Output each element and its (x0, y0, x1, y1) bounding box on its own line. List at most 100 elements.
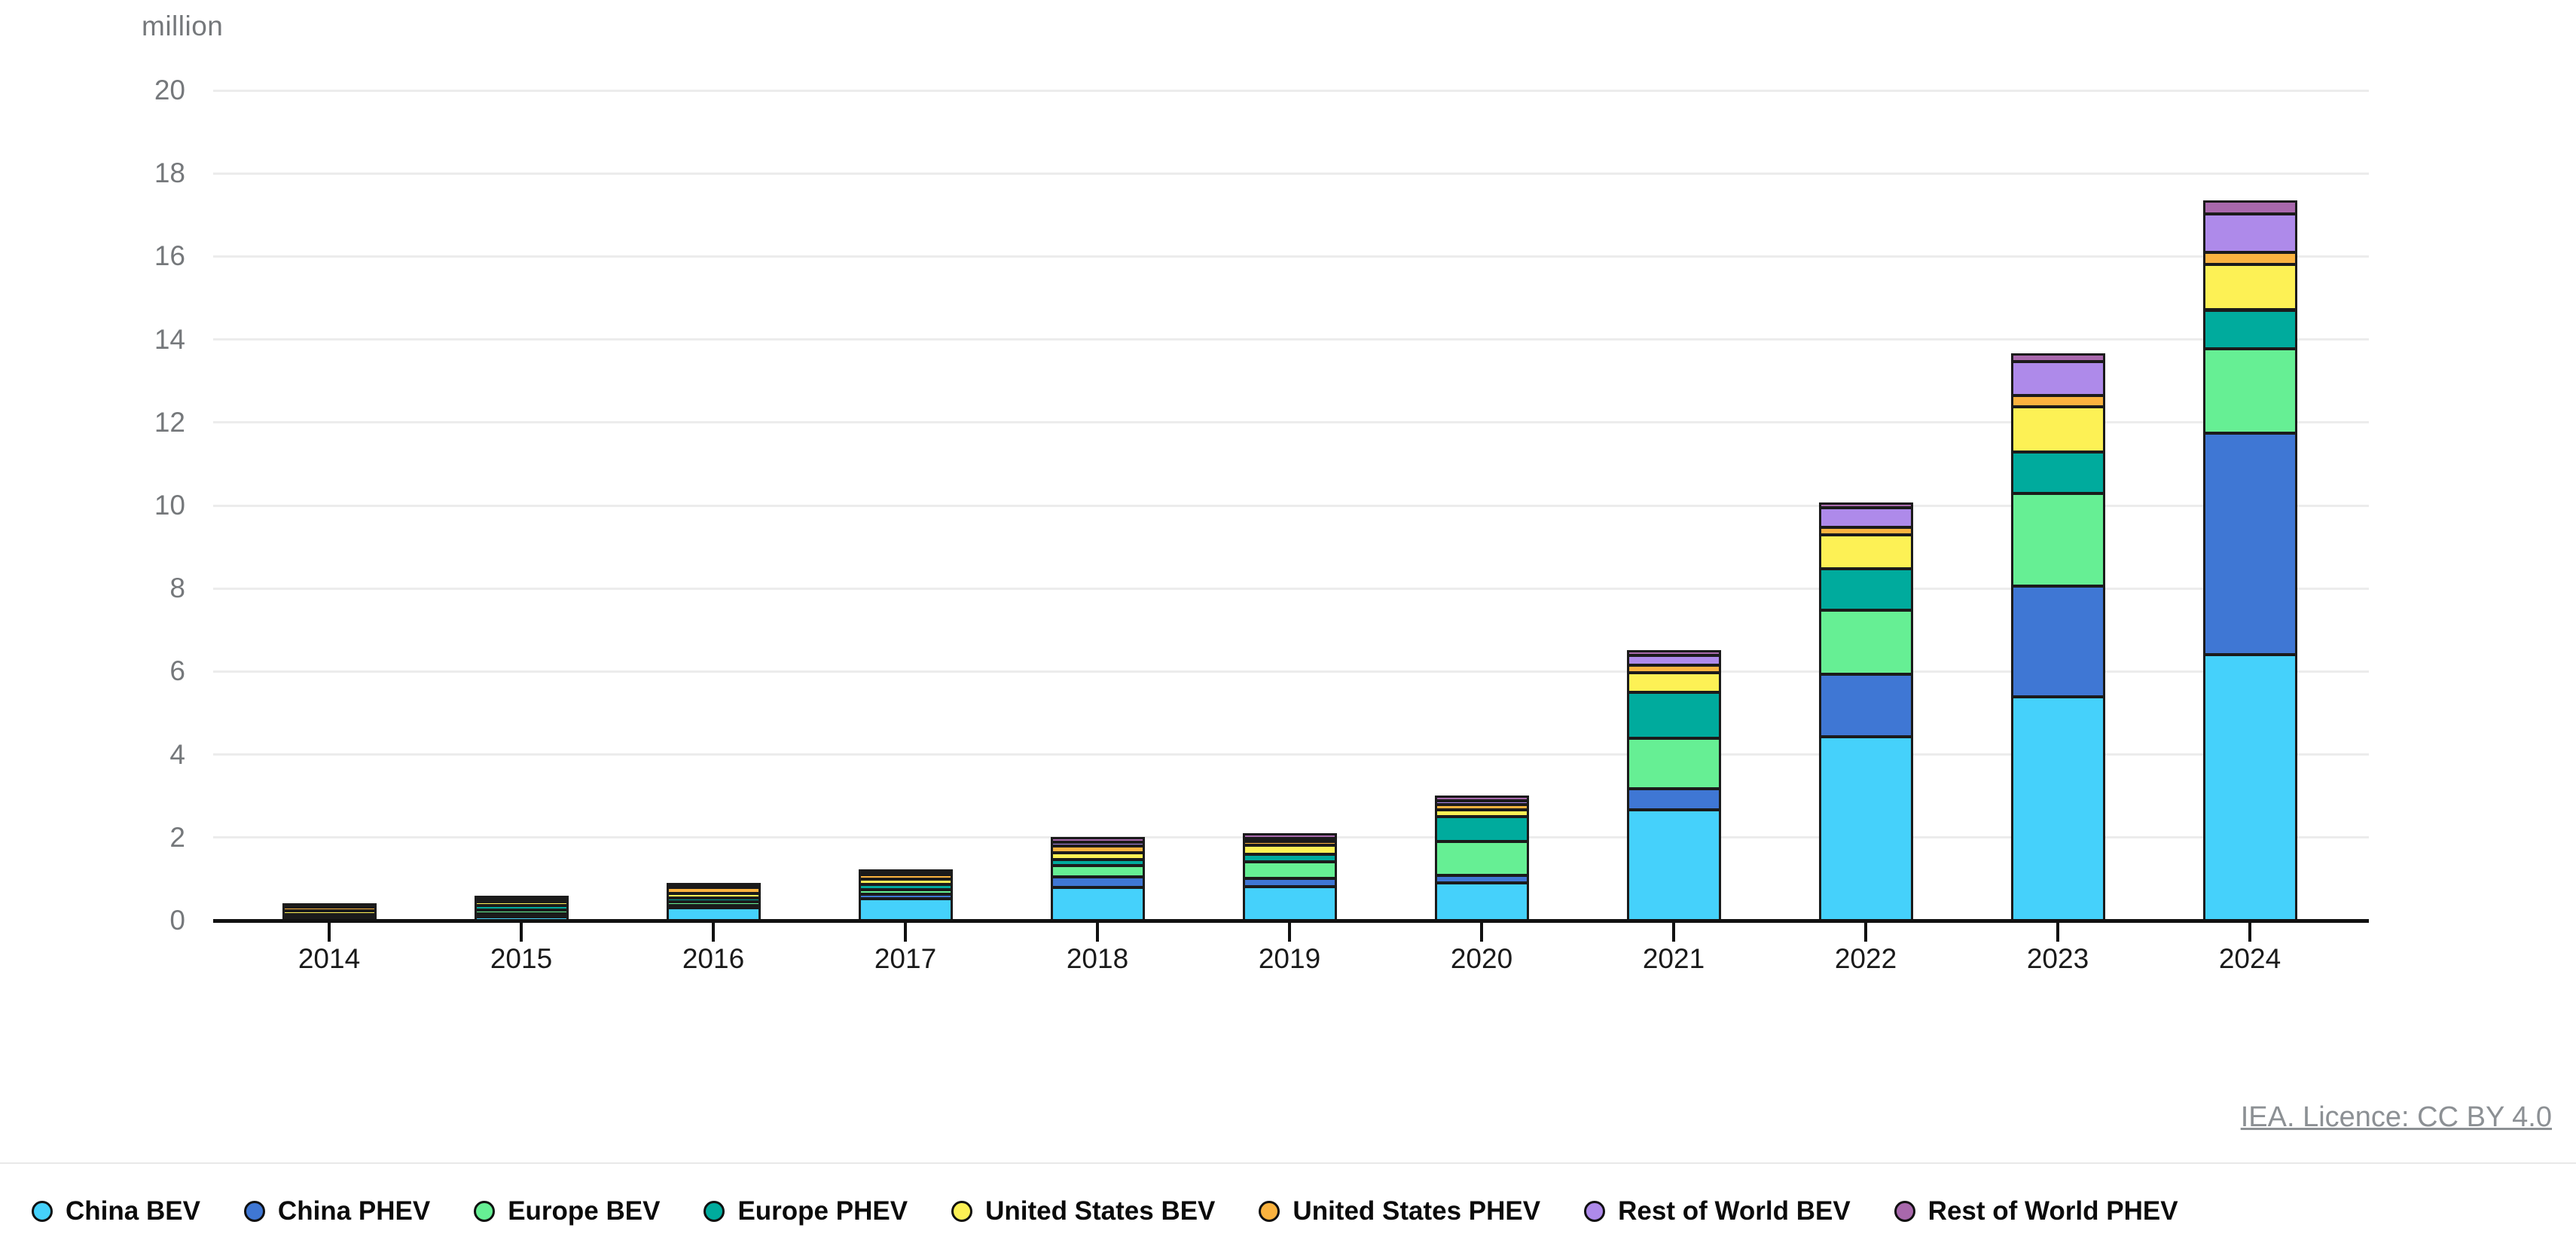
bar-segment-2021-europe-bev[interactable] (1627, 738, 1721, 789)
bar-segment-2023-united-states-phev[interactable] (2011, 395, 2105, 408)
legend-item-rest-of-world-phev[interactable]: Rest of World PHEV (1894, 1196, 2178, 1226)
legend-item-china-phev[interactable]: China PHEV (244, 1196, 430, 1226)
chart-legend: China BEV China PHEV Europe BEV Europe PHEV… (32, 1196, 2178, 1226)
y-axis-tick-label: 4 (65, 741, 185, 768)
x-axis-tick (2056, 921, 2059, 942)
bar-segment-2022-rest-of-world-bev[interactable] (1819, 507, 1913, 528)
gridline-y-14 (213, 338, 2369, 341)
bar-segment-2020-europe-bev[interactable] (1435, 841, 1529, 876)
bar-segment-2019-united-states-bev[interactable] (1243, 844, 1337, 855)
x-axis-tick (904, 921, 907, 942)
y-axis-tick-label: 12 (65, 408, 185, 436)
bar-segment-2024-china-bev[interactable] (2203, 654, 2297, 921)
bar-segment-2018-europe-bev[interactable] (1051, 865, 1145, 878)
bar-segment-2014-rest-of-world-phev[interactable] (282, 903, 377, 908)
bar-segment-2022-china-phev[interactable] (1819, 673, 1913, 738)
x-axis-label-2023: 2023 (1975, 943, 2141, 975)
bar-segment-2024-europe-phev[interactable] (2203, 310, 2297, 350)
bar-segment-2023-europe-phev[interactable] (2011, 451, 2105, 494)
x-axis-tick (2248, 921, 2251, 942)
legend-item-united-states-phev[interactable]: United States PHEV (1259, 1196, 1540, 1226)
bar-segment-2023-rest-of-world-bev[interactable] (2011, 361, 2105, 396)
legend-label: China PHEV (278, 1196, 430, 1226)
x-axis-label-2018: 2018 (1015, 943, 1180, 975)
bar-segment-2021-china-phev[interactable] (1627, 788, 1721, 811)
bar-segment-2023-china-phev[interactable] (2011, 585, 2105, 698)
bar-segment-2021-united-states-bev[interactable] (1627, 672, 1721, 693)
legend-label: Rest of World BEV (1618, 1196, 1851, 1226)
bar-segment-2023-united-states-bev[interactable] (2011, 406, 2105, 453)
bar-segment-2020-china-bev[interactable] (1435, 882, 1529, 921)
bar-segment-2017-china-bev[interactable] (859, 898, 953, 921)
bar-segment-2024-rest-of-world-bev[interactable] (2203, 213, 2297, 253)
bar-segment-2022-europe-bev[interactable] (1819, 609, 1913, 675)
x-axis-label-2020: 2020 (1399, 943, 1564, 975)
bar-segment-2024-united-states-phev[interactable] (2203, 252, 2297, 266)
legend-swatch-icon (32, 1201, 53, 1222)
x-axis-label-2017: 2017 (823, 943, 988, 975)
bar-segment-2019-rest-of-world-phev[interactable] (1243, 833, 1337, 840)
legend-label: Europe BEV (508, 1196, 660, 1226)
source-licence-link[interactable]: IEA. Licence: CC BY 4.0 (2241, 1101, 2552, 1134)
bar-segment-2023-rest-of-world-phev[interactable] (2011, 353, 2105, 362)
legend-item-rest-of-world-bev[interactable]: Rest of World BEV (1584, 1196, 1851, 1226)
x-axis-tick (1864, 921, 1867, 942)
x-axis-tick (1288, 921, 1291, 942)
legend-swatch-icon (1894, 1201, 1915, 1222)
y-axis-tick-label: 0 (65, 906, 185, 934)
bar-segment-2022-rest-of-world-phev[interactable] (1819, 502, 1913, 509)
x-axis-tick (712, 921, 715, 942)
bar-segment-2015-rest-of-world-phev[interactable] (475, 896, 569, 900)
legend-swatch-icon (1584, 1201, 1605, 1222)
bar-segment-2024-china-phev[interactable] (2203, 432, 2297, 655)
bar-segment-2024-europe-bev[interactable] (2203, 348, 2297, 434)
x-axis-label-2015: 2015 (438, 943, 604, 975)
bar-segment-2019-europe-bev[interactable] (1243, 861, 1337, 879)
legend-label: United States BEV (985, 1196, 1215, 1226)
gridline-y-18 (213, 173, 2369, 175)
legend-item-united-states-bev[interactable]: United States BEV (951, 1196, 1215, 1226)
x-axis-tick (1096, 921, 1099, 942)
x-axis-label-2024: 2024 (2167, 943, 2333, 975)
bar-segment-2023-europe-bev[interactable] (2011, 493, 2105, 587)
bar-segment-2016-rest-of-world-phev[interactable] (667, 883, 761, 887)
legend-label: Europe PHEV (737, 1196, 908, 1226)
bar-segment-2022-united-states-bev[interactable] (1819, 534, 1913, 570)
bar-segment-2021-rest-of-world-phev[interactable] (1627, 650, 1721, 656)
x-axis-tick (520, 921, 523, 942)
x-axis-label-2014: 2014 (246, 943, 412, 975)
y-axis-tick-label: 16 (65, 242, 185, 270)
gridline-y-16 (213, 255, 2369, 258)
x-axis-label-2016: 2016 (630, 943, 796, 975)
bar-segment-2018-rest-of-world-phev[interactable] (1051, 837, 1145, 844)
y-axis-tick-label: 2 (65, 823, 185, 851)
bar-segment-2022-europe-phev[interactable] (1819, 568, 1913, 611)
bar-segment-2021-rest-of-world-bev[interactable] (1627, 655, 1721, 666)
legend-swatch-icon (704, 1201, 725, 1222)
bar-segment-2018-china-bev[interactable] (1051, 887, 1145, 921)
stacked-bar-chart: million 02468101214161820201420152016201… (0, 0, 2576, 1243)
legend-item-europe-bev[interactable]: Europe BEV (474, 1196, 660, 1226)
bar-segment-2020-europe-phev[interactable] (1435, 816, 1529, 842)
legend-item-china-bev[interactable]: China BEV (32, 1196, 200, 1226)
bar-segment-2021-europe-phev[interactable] (1627, 692, 1721, 739)
bar-segment-2020-rest-of-world-phev[interactable] (1435, 796, 1529, 802)
bar-segment-2019-china-bev[interactable] (1243, 886, 1337, 921)
y-axis-tick-label: 14 (65, 325, 185, 353)
x-axis-tick (1480, 921, 1483, 942)
y-axis-unit-label: million (142, 11, 223, 42)
legend-swatch-icon (474, 1201, 495, 1222)
bar-segment-2024-rest-of-world-phev[interactable] (2203, 200, 2297, 215)
bar-segment-2021-china-bev[interactable] (1627, 809, 1721, 921)
y-axis-tick-label: 20 (65, 76, 185, 104)
bar-segment-2022-china-bev[interactable] (1819, 736, 1913, 921)
bar-segment-2018-china-phev[interactable] (1051, 876, 1145, 888)
gridline-y-20 (213, 90, 2369, 92)
legend-item-europe-phev[interactable]: Europe PHEV (704, 1196, 908, 1226)
legend-swatch-icon (1259, 1201, 1280, 1222)
bar-segment-2023-china-bev[interactable] (2011, 696, 2105, 921)
bar-segment-2017-rest-of-world-phev[interactable] (859, 869, 953, 874)
legend-label: China BEV (66, 1196, 200, 1226)
bar-segment-2024-united-states-bev[interactable] (2203, 264, 2297, 310)
x-axis-tick (1672, 921, 1675, 942)
